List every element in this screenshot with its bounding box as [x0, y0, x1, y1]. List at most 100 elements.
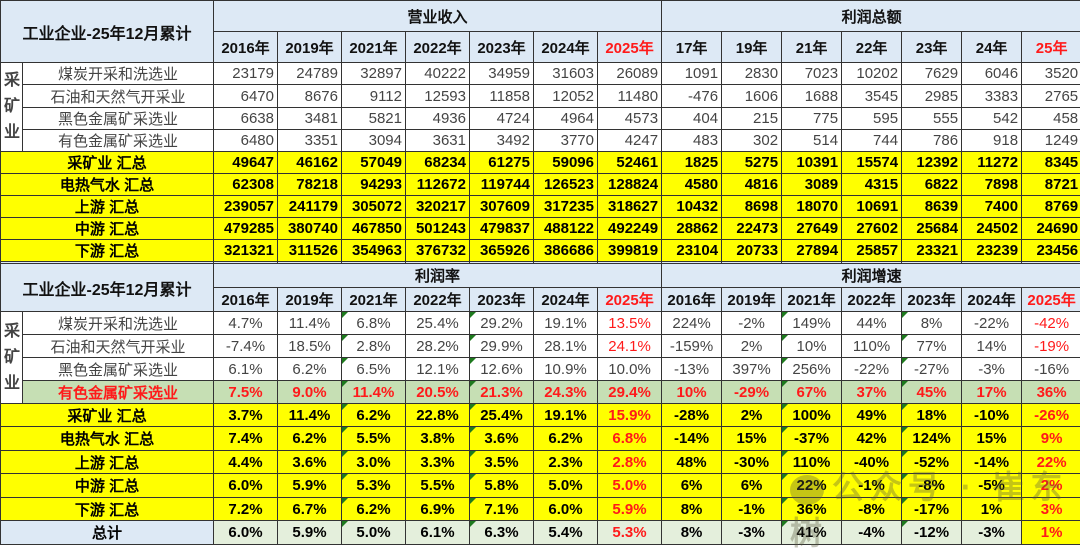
margin-value: 5.9%	[598, 498, 662, 521]
growth-value: 1%	[962, 498, 1022, 521]
profit-value: 25684	[902, 218, 962, 240]
profit-value: 775	[782, 108, 842, 130]
year-header: 2025年	[1022, 288, 1080, 312]
year-header: 2021年	[782, 288, 842, 312]
revenue-value: 305072	[342, 196, 406, 218]
profit-value: 458	[1022, 108, 1080, 130]
margin-value: 3.6%	[470, 427, 534, 451]
year-header: 2019年	[278, 288, 342, 312]
year-header: 22年	[842, 32, 902, 63]
revenue-value: 376732	[406, 240, 470, 262]
revenue-value: 3094	[342, 130, 406, 152]
year-header: 2021年	[342, 32, 406, 63]
table-title: 工业企业-25年12月累计	[1, 1, 214, 63]
profit-value: 918	[962, 130, 1022, 152]
row-label: 石油和天然气开采业	[23, 335, 214, 358]
growth-value: -17%	[902, 498, 962, 521]
margin-value: 2.3%	[534, 451, 598, 474]
row-label: 煤炭开采和洗选业	[23, 312, 214, 335]
margin-value: 7.2%	[214, 498, 278, 521]
margin-value: 5.4%	[534, 521, 598, 545]
margin-value: 21.3%	[470, 381, 534, 404]
margin-value: 24.1%	[598, 335, 662, 358]
growth-value: 18%	[902, 404, 962, 427]
year-header: 2016年	[214, 288, 278, 312]
margin-value: 28.2%	[406, 335, 470, 358]
margin-value: 6.3%	[470, 521, 534, 545]
margin-value: 3.0%	[342, 451, 406, 474]
margin-value: 6.0%	[534, 498, 598, 521]
revenue-value: 57049	[342, 152, 406, 174]
growth-value: -19%	[1022, 335, 1080, 358]
growth-value: 67%	[782, 381, 842, 404]
profit-value: 24502	[962, 218, 1022, 240]
growth-value: 14%	[962, 335, 1022, 358]
growth-value: 8%	[662, 521, 722, 545]
year-header: 23年	[902, 32, 962, 63]
profit-value: 595	[842, 108, 902, 130]
growth-value: 15%	[722, 427, 782, 451]
profit-value: 3545	[842, 85, 902, 108]
margin-value: 6.2%	[342, 498, 406, 521]
growth-value: -42%	[1022, 312, 1080, 335]
growth-value: -30%	[722, 451, 782, 474]
growth-value: 2%	[722, 404, 782, 427]
profit-value: 25857	[842, 240, 902, 262]
growth-value: -27%	[902, 358, 962, 381]
section-header-revenue_header: 营业收入	[214, 1, 662, 32]
margin-value: 15.9%	[598, 404, 662, 427]
row-label: 黑色金属矿采选业	[23, 358, 214, 381]
revenue-value: 365926	[470, 240, 534, 262]
year-header: 2023年	[902, 288, 962, 312]
growth-value: 48%	[662, 451, 722, 474]
revenue-value: 3492	[470, 130, 534, 152]
margin-value: 29.4%	[598, 381, 662, 404]
year-header: 2024年	[962, 288, 1022, 312]
growth-value: 36%	[1022, 381, 1080, 404]
revenue-value: 4936	[406, 108, 470, 130]
revenue-value: 4247	[598, 130, 662, 152]
margin-value: 3.5%	[470, 451, 534, 474]
margin-value: 7.5%	[214, 381, 278, 404]
profit-value: 27649	[782, 218, 842, 240]
margin-value: 5.0%	[534, 474, 598, 498]
revenue-value: 119744	[470, 174, 534, 196]
growth-value: -52%	[902, 451, 962, 474]
margin-value: 6.0%	[214, 521, 278, 545]
profit-value: 7629	[902, 63, 962, 85]
margin-value: 9.0%	[278, 381, 342, 404]
revenue-value: 311526	[278, 240, 342, 262]
growth-value: -22%	[962, 312, 1022, 335]
growth-value: 36%	[782, 498, 842, 521]
margin-value: 29.9%	[470, 335, 534, 358]
profit-value: 22473	[722, 218, 782, 240]
revenue-value: 49647	[214, 152, 278, 174]
year-header: 2024年	[534, 288, 598, 312]
growth-value: 44%	[842, 312, 902, 335]
margin-value: 6.2%	[278, 358, 342, 381]
growth-value: 41%	[782, 521, 842, 545]
margin-value: 2.8%	[598, 451, 662, 474]
margin-value: 10.0%	[598, 358, 662, 381]
revenue-value: 78218	[278, 174, 342, 196]
revenue-value: 46162	[278, 152, 342, 174]
revenue-value: 6470	[214, 85, 278, 108]
profit-value: 404	[662, 108, 722, 130]
year-header: 2025年	[598, 32, 662, 63]
margin-value: 25.4%	[470, 404, 534, 427]
revenue-value: 112672	[406, 174, 470, 196]
revenue-value: 3770	[534, 130, 598, 152]
revenue-value: 59096	[534, 152, 598, 174]
growth-value: -3%	[962, 521, 1022, 545]
profit-value: 23239	[962, 240, 1022, 262]
margin-value: 3.7%	[214, 404, 278, 427]
margin-value: 4.7%	[214, 312, 278, 335]
margin-value: 22.8%	[406, 404, 470, 427]
profit-value: 11272	[962, 152, 1022, 174]
margin-value: 6.1%	[406, 521, 470, 545]
